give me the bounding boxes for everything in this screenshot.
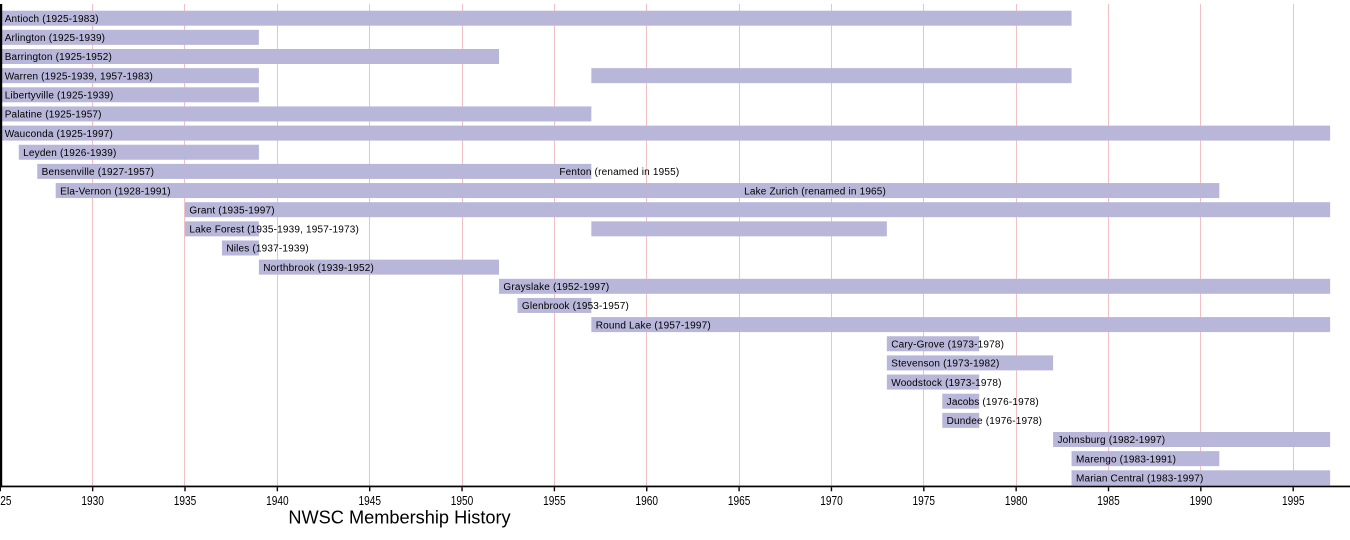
svg-text:Marengo (1983-1991): Marengo (1983-1991) [1076, 454, 1176, 465]
svg-text:1930: 1930 [81, 493, 104, 508]
svg-text:Glenbrook (1953-1957): Glenbrook (1953-1957) [522, 301, 629, 312]
svg-text:Marian Central (1983-1997): Marian Central (1983-1997) [1076, 474, 1204, 485]
svg-text:Jacobs (1976-1978): Jacobs (1976-1978) [947, 397, 1039, 408]
svg-text:1960: 1960 [636, 493, 659, 508]
svg-text:1975: 1975 [913, 493, 936, 508]
svg-text:Leyden (1926-1939): Leyden (1926-1939) [23, 148, 116, 159]
svg-text:Barrington (1925-1952): Barrington (1925-1952) [5, 52, 112, 63]
svg-text:Lake Zurich (renamed in 1965): Lake Zurich (renamed in 1965) [744, 186, 886, 197]
svg-text:NWSC Membership History: NWSC Membership History [288, 508, 511, 528]
svg-text:Antioch (1925-1983): Antioch (1925-1983) [5, 14, 99, 25]
svg-text:Grant (1935-1997): Grant (1935-1997) [189, 205, 274, 216]
svg-text:Bensenville (1927-1957): Bensenville (1927-1957) [42, 167, 155, 178]
svg-text:Fenton (renamed in 1955): Fenton (renamed in 1955) [559, 167, 679, 178]
svg-text:Cary-Grove (1973-1978): Cary-Grove (1973-1978) [891, 339, 1004, 350]
svg-text:Northbrook (1939-1952): Northbrook (1939-1952) [263, 263, 374, 274]
svg-text:Ela-Vernon (1928-1991): Ela-Vernon (1928-1991) [60, 186, 171, 197]
svg-text:Dundee (1976-1978): Dundee (1976-1978) [947, 416, 1043, 427]
svg-text:Lake Forest (1935-1939, 1957-1: Lake Forest (1935-1939, 1957-1973) [189, 225, 359, 236]
svg-text:1955: 1955 [543, 493, 566, 508]
svg-text:Palatine (1925-1957): Palatine (1925-1957) [5, 110, 102, 121]
svg-text:1980: 1980 [1005, 493, 1028, 508]
svg-text:Warren (1925-1939, 1957-1983): Warren (1925-1939, 1957-1983) [5, 71, 153, 82]
svg-text:1940: 1940 [266, 493, 289, 508]
svg-text:1970: 1970 [820, 493, 843, 508]
svg-text:1965: 1965 [728, 493, 751, 508]
svg-text:1995: 1995 [1282, 493, 1305, 508]
svg-text:Round Lake (1957-1997): Round Lake (1957-1997) [596, 320, 711, 331]
svg-text:1985: 1985 [1097, 493, 1120, 508]
svg-text:1945: 1945 [358, 493, 381, 508]
svg-text:Arlington (1925-1939): Arlington (1925-1939) [5, 33, 106, 44]
svg-text:Wauconda (1925-1997): Wauconda (1925-1997) [5, 129, 113, 140]
svg-text:1925: 1925 [0, 493, 12, 508]
svg-text:1990: 1990 [1190, 493, 1213, 508]
svg-text:Johnsburg (1982-1997): Johnsburg (1982-1997) [1057, 435, 1165, 446]
svg-text:1935: 1935 [174, 493, 197, 508]
svg-text:Woodstock (1973-1978): Woodstock (1973-1978) [891, 378, 1001, 389]
svg-text:Niles (1937-1939): Niles (1937-1939) [226, 244, 309, 255]
svg-text:1950: 1950 [451, 493, 474, 508]
svg-text:Libertyville (1925-1939): Libertyville (1925-1939) [5, 91, 114, 102]
svg-text:Stevenson (1973-1982): Stevenson (1973-1982) [891, 359, 999, 370]
svg-text:Grayslake (1952-1997): Grayslake (1952-1997) [503, 282, 609, 293]
